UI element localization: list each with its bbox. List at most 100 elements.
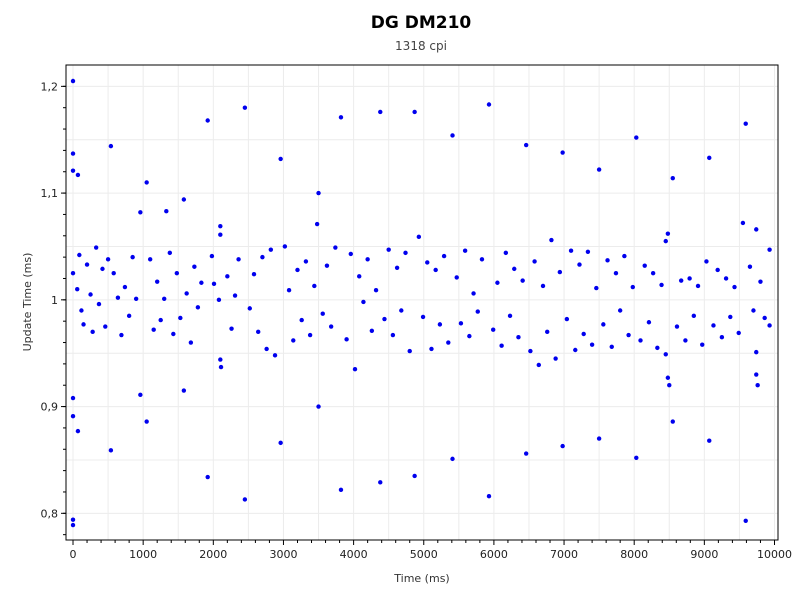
- data-point: [532, 259, 537, 264]
- data-point: [740, 220, 746, 226]
- data-point: [352, 367, 358, 372]
- data-point: [751, 308, 756, 313]
- data-point: [77, 252, 82, 258]
- x-tick-label: 8000: [620, 548, 648, 561]
- data-point: [144, 419, 149, 424]
- x-tick-label: 7000: [550, 548, 578, 561]
- data-point: [199, 280, 204, 285]
- data-point: [184, 291, 189, 296]
- data-point: [70, 395, 76, 401]
- x-tick-label: 0: [70, 548, 77, 561]
- x-tick-label: 2000: [199, 548, 227, 561]
- data-point: [634, 455, 639, 461]
- data-point: [178, 315, 183, 321]
- data-point: [450, 456, 455, 462]
- data-point: [96, 301, 102, 307]
- data-point: [707, 438, 712, 443]
- data-point: [218, 364, 224, 370]
- x-tick-label: 5000: [410, 548, 438, 561]
- data-point: [747, 264, 753, 269]
- data-point: [75, 428, 81, 434]
- data-point: [126, 313, 132, 319]
- data-point: [728, 314, 733, 320]
- data-point: [307, 332, 313, 338]
- data-point: [663, 352, 668, 357]
- data-point: [122, 284, 128, 290]
- data-point: [596, 167, 602, 172]
- data-point: [499, 343, 504, 348]
- data-point: [755, 383, 760, 388]
- data-point: [704, 259, 709, 264]
- data-point: [767, 323, 772, 328]
- data-point: [328, 324, 334, 329]
- data-point: [314, 221, 320, 227]
- data-point: [225, 274, 230, 279]
- data-point: [70, 413, 76, 419]
- data-point: [147, 257, 153, 262]
- data-point: [195, 305, 201, 310]
- data-point: [475, 309, 480, 314]
- data-point: [486, 494, 492, 499]
- data-point: [373, 288, 379, 293]
- data-point: [312, 283, 317, 289]
- data-point: [437, 322, 443, 327]
- data-point: [573, 347, 578, 353]
- chart-subtitle: 1318 cpi: [395, 39, 447, 53]
- data-point: [378, 109, 383, 115]
- data-point: [486, 102, 492, 107]
- data-point: [663, 238, 668, 244]
- data-point: [450, 133, 455, 138]
- data-point: [691, 313, 697, 319]
- data-point: [216, 297, 222, 303]
- data-point: [399, 308, 404, 313]
- data-point: [70, 168, 76, 173]
- data-point: [754, 349, 759, 355]
- data-point: [594, 285, 599, 291]
- x-tick-label: 1000: [129, 548, 157, 561]
- x-axis-label: Time (ms): [393, 572, 449, 585]
- data-point: [154, 279, 160, 284]
- data-point: [394, 265, 400, 271]
- data-point: [609, 344, 614, 349]
- data-point: [79, 308, 84, 313]
- data-point: [138, 392, 143, 398]
- data-point: [667, 383, 672, 388]
- data-point: [743, 121, 748, 126]
- data-point: [181, 388, 187, 393]
- data-point: [181, 197, 187, 202]
- data-point: [523, 142, 529, 148]
- data-point: [403, 250, 408, 256]
- data-point: [670, 419, 675, 424]
- data-point: [282, 244, 288, 249]
- data-point: [295, 267, 300, 273]
- data-point: [365, 257, 370, 262]
- data-point: [75, 172, 81, 178]
- data-point: [268, 247, 274, 252]
- data-point: [108, 448, 114, 453]
- data-point: [754, 372, 759, 377]
- data-point: [108, 143, 114, 149]
- data-point: [577, 262, 582, 267]
- data-point: [767, 247, 772, 252]
- data-point: [316, 404, 321, 409]
- data-point: [479, 257, 485, 262]
- data-point: [164, 209, 169, 214]
- data-point: [715, 267, 720, 273]
- y-axis: 0,8 0,9 1 1,1 1,2: [41, 80, 66, 536]
- data-point: [75, 286, 80, 292]
- data-point: [247, 306, 252, 311]
- data-point: [93, 245, 99, 250]
- data-point: [357, 274, 362, 279]
- data-point: [630, 284, 635, 290]
- data-point: [70, 517, 76, 522]
- data-point: [471, 291, 476, 296]
- data-point: [324, 263, 330, 268]
- data-point: [338, 487, 344, 493]
- data-point: [754, 227, 759, 232]
- data-point: [416, 234, 422, 240]
- data-point: [560, 150, 565, 155]
- data-point: [589, 342, 595, 347]
- data-point: [88, 292, 93, 297]
- data-point: [70, 522, 76, 528]
